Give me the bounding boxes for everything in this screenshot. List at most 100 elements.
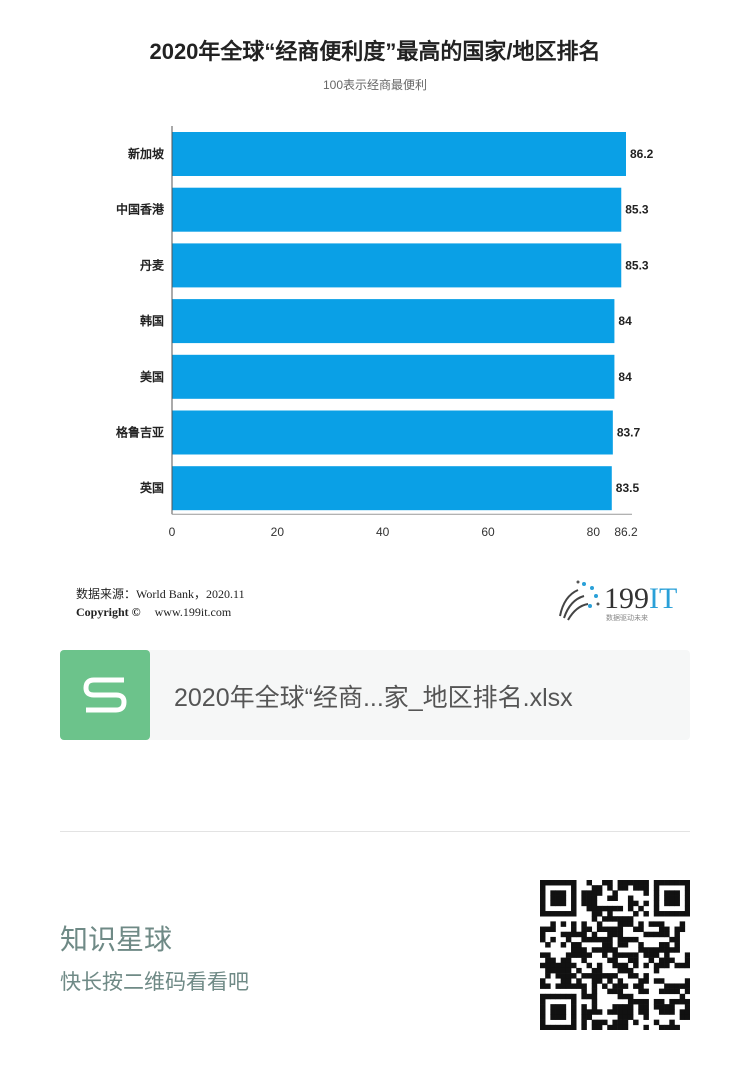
qr-module — [638, 988, 644, 995]
qr-module — [633, 983, 639, 989]
qr-module — [591, 1004, 598, 1010]
qr-module — [607, 957, 613, 964]
qr-module — [648, 931, 655, 938]
qr-module — [622, 1014, 629, 1020]
qr-module — [658, 978, 665, 984]
qr-module — [571, 880, 577, 886]
qr-module — [540, 952, 546, 958]
qr-module — [586, 895, 593, 901]
qr-module — [674, 890, 680, 896]
qr-module — [560, 962, 567, 969]
qr-module — [684, 1009, 690, 1015]
qr-module — [586, 973, 593, 979]
qr-module — [555, 967, 561, 974]
qr-module — [571, 998, 577, 1005]
qr-module — [586, 905, 593, 912]
bar — [172, 410, 613, 455]
qr-module — [684, 895, 690, 901]
qr-module — [591, 993, 598, 1000]
qr-module — [602, 916, 608, 922]
qr-module — [571, 1014, 577, 1020]
qr-module — [674, 900, 680, 907]
qr-module — [658, 988, 665, 995]
qr-module — [550, 936, 556, 943]
value-label: 83.7 — [617, 426, 641, 440]
qr-module — [596, 973, 603, 979]
qr-module — [591, 978, 598, 984]
qr-module — [643, 973, 649, 979]
qr-module — [607, 926, 613, 933]
qr-module — [560, 1024, 567, 1030]
qr-module — [560, 967, 567, 974]
qr-module — [550, 900, 556, 907]
qr-module — [684, 1014, 690, 1020]
qr-module — [633, 936, 639, 943]
copyright-label: Copyright © — [76, 605, 141, 619]
qr-module — [669, 880, 675, 886]
value-label: 84 — [618, 314, 632, 328]
qr-module — [545, 911, 551, 917]
qr-module — [550, 921, 556, 927]
qr-module — [674, 962, 680, 969]
qr-module — [540, 978, 546, 984]
qr-module — [540, 880, 546, 886]
qr-module — [612, 926, 618, 933]
qr-module — [560, 890, 567, 896]
qr-module — [550, 1009, 556, 1015]
qr-module — [674, 998, 680, 1005]
qr-module — [607, 947, 613, 953]
qr-module — [627, 880, 634, 886]
qr-module — [669, 988, 675, 995]
qr-module — [684, 885, 690, 891]
category-label: 中国香港 — [116, 202, 165, 217]
qr-module — [581, 1014, 587, 1020]
qr-module — [555, 1014, 561, 1020]
qr-module — [581, 973, 587, 979]
qr-module — [576, 967, 582, 974]
qr-module — [664, 983, 670, 989]
qr-module — [638, 998, 644, 1005]
qr-module — [664, 895, 670, 901]
qr-module — [643, 952, 649, 958]
qr-module — [684, 880, 690, 886]
qr-module — [612, 957, 618, 964]
qr-module — [633, 926, 639, 933]
qr-module — [571, 952, 577, 958]
qr-module — [679, 880, 686, 886]
bar — [172, 187, 622, 232]
qr-module — [658, 942, 665, 948]
qr-module — [627, 921, 634, 927]
qr-module — [591, 936, 598, 943]
x-tick-label: 60 — [481, 525, 495, 539]
qr-module — [607, 885, 613, 891]
qr-module — [586, 962, 593, 969]
qr-module — [627, 967, 634, 974]
qr-module — [555, 900, 561, 907]
qr-module — [571, 942, 577, 948]
attachment-card[interactable]: 2020年全球“经商...家_地区排名.xlsx — [60, 650, 690, 740]
qr-module — [586, 952, 593, 958]
qr-module — [550, 890, 556, 896]
qr-module — [581, 931, 587, 938]
qr-module — [617, 952, 624, 958]
qr-module — [674, 988, 680, 995]
qr-module — [560, 957, 567, 964]
qr-module — [581, 988, 587, 995]
qr-module — [591, 895, 598, 901]
qr-module — [607, 936, 613, 943]
qr-module — [633, 952, 639, 958]
qr-module — [576, 942, 582, 948]
qr-module — [545, 973, 551, 979]
qr-module — [622, 967, 629, 974]
qr-module — [586, 890, 593, 896]
qr-code[interactable] — [540, 880, 690, 1030]
qr-module — [653, 947, 660, 953]
qr-module — [581, 895, 587, 901]
qr-module — [555, 911, 561, 917]
qr-module — [591, 1009, 598, 1015]
qr-module — [591, 983, 598, 989]
qr-module — [545, 926, 551, 933]
qr-module — [581, 1024, 587, 1030]
qr-module — [540, 885, 546, 891]
qr-module — [658, 911, 665, 917]
